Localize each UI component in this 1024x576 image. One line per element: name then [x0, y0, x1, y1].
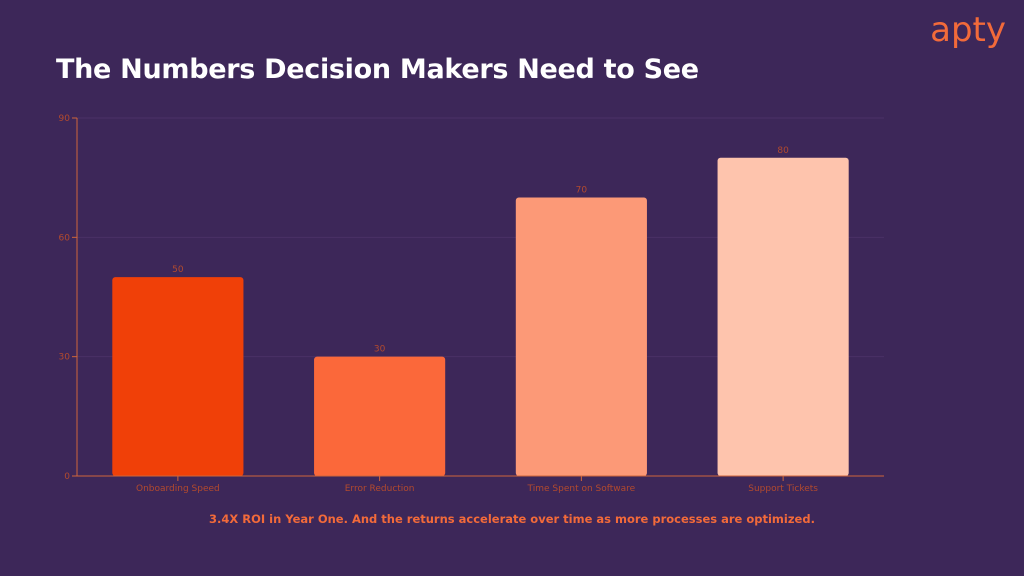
bar-time-spent-on-software	[515, 197, 647, 477]
axes	[72, 117, 884, 481]
bar-error-reduction	[314, 356, 446, 476]
x-tick-label: Error Reduction	[345, 484, 415, 494]
y-tick-label: 30	[59, 353, 71, 363]
x-tick-label: Support Tickets	[748, 484, 818, 494]
data-label: 70	[576, 186, 588, 196]
labels: 0 30 60 90 50 Onboarding Speed 30 Error Reducti…	[59, 114, 819, 494]
x-tick-label: Time Spent on Software	[527, 484, 636, 494]
page-title: The Numbers Decision Makers Need to See	[56, 54, 699, 85]
y-tick-label: 0	[64, 472, 70, 482]
roi-caption: 3.4X ROI in Year One. And the returns ac…	[209, 512, 815, 526]
x-tick-label: Onboarding Speed	[136, 484, 220, 494]
data-label: 50	[172, 265, 184, 275]
data-label: 30	[374, 345, 386, 355]
bar-onboarding-speed	[112, 277, 244, 476]
data-label: 80	[777, 146, 789, 156]
y-tick-label: 90	[59, 114, 71, 124]
y-tick-label: 60	[59, 233, 71, 243]
bars	[112, 157, 849, 477]
apty-logo: apty	[930, 10, 1006, 50]
bar-support-tickets	[717, 157, 849, 476]
